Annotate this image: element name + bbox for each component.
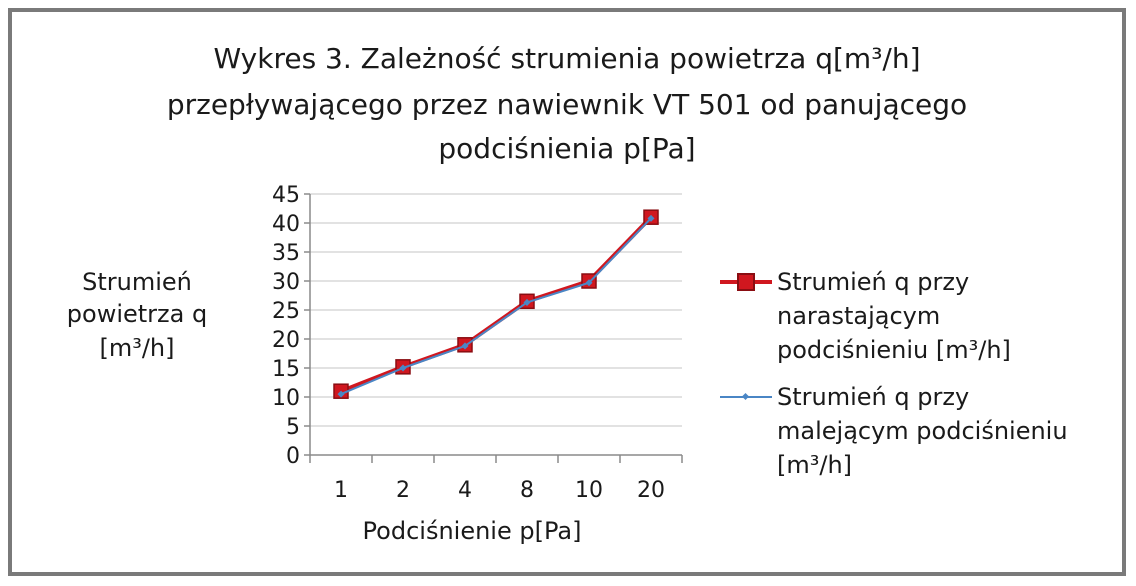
y-tick-label: 15	[272, 357, 300, 382]
chart-frame: Wykres 3. Zależność strumienia powietrza…	[8, 8, 1126, 576]
y-tick-label: 10	[272, 386, 300, 411]
x-axis-title: Podciśnienie p[Pa]	[363, 517, 582, 545]
x-axis-ticks: 1 2 4 8 10 20	[334, 478, 665, 503]
legend-entry-malejacym: Strumień q przy malejącym podciśnieniu […	[720, 383, 1068, 479]
x-tick-label: 8	[520, 478, 534, 503]
y-tick-label: 35	[272, 241, 300, 266]
plot-series	[333, 209, 659, 399]
legend-marker-square	[737, 273, 755, 291]
x-tick-label: 10	[575, 478, 603, 503]
series-line-1	[340, 215, 653, 394]
x-tick-label: 20	[637, 478, 665, 503]
y-axis-title-line-2: powietrza q	[67, 300, 207, 328]
y-tick-label: 5	[286, 415, 300, 440]
legend-label-1-line-3: podciśnieniu [m³/h]	[777, 336, 1011, 364]
y-tick-label: 40	[272, 212, 300, 237]
data-point-diamond	[523, 298, 531, 306]
y-tick-label: 20	[272, 328, 300, 353]
legend-label-2-line-3: [m³/h]	[777, 451, 852, 479]
y-tick-label: 0	[286, 444, 300, 469]
y-tick-label: 30	[272, 270, 300, 295]
x-tick-label: 1	[334, 478, 348, 503]
x-tick-label: 4	[458, 478, 472, 503]
axes	[304, 193, 683, 463]
legend-label-2-line-2: malejącym podciśnieniu	[777, 417, 1068, 445]
data-point-diamond	[337, 390, 345, 398]
y-axis-title-line-1: Strumień	[82, 268, 192, 296]
y-axis-title-line-3: [m³/h]	[99, 334, 174, 362]
chart-title-line-2: przepływającego przez nawiewnik VT 501 o…	[167, 88, 967, 121]
series-line-2	[340, 217, 652, 396]
y-tick-label: 25	[272, 299, 300, 324]
y-tick-label: 45	[272, 183, 300, 208]
x-tick-label: 2	[396, 478, 410, 503]
gridlines	[310, 193, 682, 427]
data-point-diamond	[585, 279, 593, 287]
legend-label-1-line-2: narastającym	[777, 302, 940, 330]
data-point-diamond	[399, 364, 407, 372]
legend-label-1-line-1: Strumień q przy	[777, 268, 969, 296]
legend: Strumień q przy narastającym podciśnieni…	[720, 268, 1068, 479]
chart-title-line-1: Wykres 3. Zależność strumienia powietrza…	[213, 42, 920, 75]
data-point-diamond	[647, 214, 655, 222]
legend-marker-diamond	[741, 392, 750, 401]
legend-entry-narastajacym: Strumień q przy narastającym podciśnieni…	[720, 268, 1011, 364]
chart-canvas: Wykres 3. Zależność strumienia powietrza…	[67, 42, 1068, 545]
chart-title-line-3: podciśnienia p[Pa]	[438, 132, 695, 165]
y-axis-ticks: 0 5 10 15 20 25 30 35 40 45	[272, 183, 300, 469]
data-point-diamond	[461, 342, 469, 350]
legend-label-2-line-1: Strumień q przy	[777, 383, 969, 411]
